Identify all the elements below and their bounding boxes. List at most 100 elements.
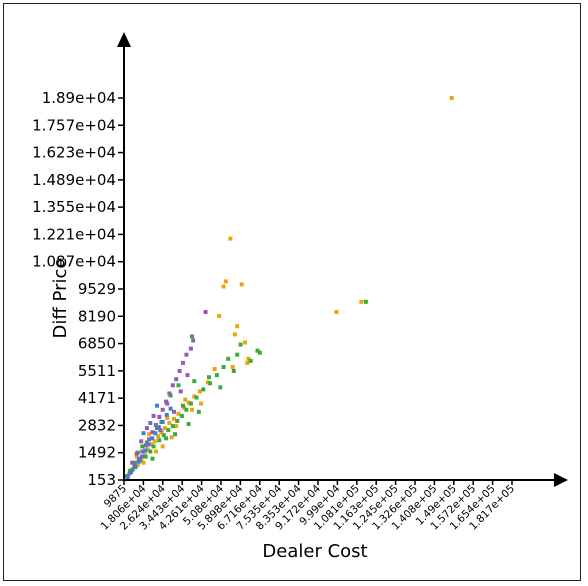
y-tick-label: 2832: [78, 416, 116, 434]
data-point-green-11: [175, 419, 180, 423]
points-layer: [124, 96, 454, 479]
data-point-purple-19: [144, 426, 149, 431]
data-point-green-24: [248, 358, 253, 363]
data-point-orange-7: [152, 439, 157, 444]
data-point-orange-12: [172, 416, 176, 421]
data-point-green-41: [196, 409, 201, 414]
data-point-orange-8: [156, 434, 161, 439]
data-point-green-19: [221, 365, 226, 369]
data-point-green-9: [166, 428, 171, 433]
data-point-orange-36: [174, 424, 179, 429]
data-point-green-45: [218, 385, 223, 390]
data-point-purple-5: [147, 437, 152, 442]
data-point-blue-7: [150, 436, 155, 441]
data-point-green-20: [226, 356, 231, 361]
data-point-purple-6: [150, 430, 155, 435]
data-point-purple-4: [143, 443, 148, 448]
data-point-green-42: [186, 422, 191, 426]
data-point-green-30: [164, 436, 169, 441]
data-point-green-18: [214, 373, 219, 378]
data-point-orange-28: [243, 340, 248, 345]
data-point-green-5: [148, 449, 153, 454]
data-point-orange-21: [221, 284, 226, 289]
y-tick-label: 1.89e+04: [42, 89, 116, 107]
data-point-green-27: [190, 334, 194, 339]
data-point-blue-15: [141, 431, 146, 436]
data-point-orange-19: [212, 367, 217, 371]
data-point-orange-16: [192, 394, 197, 399]
data-point-green-13: [184, 407, 189, 412]
y-tick-label: 1.623e+04: [32, 144, 116, 162]
data-point-orange-23: [228, 236, 233, 241]
data-point-purple-13: [174, 377, 179, 382]
data-point-green-12: [179, 413, 184, 418]
data-point-orange-25: [232, 332, 237, 337]
data-point-green-26: [257, 350, 262, 355]
data-point-blue-6: [146, 442, 151, 447]
data-point-green-33: [140, 444, 145, 449]
y-tick-label: 4171: [78, 389, 116, 407]
data-point-orange-30: [246, 356, 251, 361]
data-point-green-46: [363, 299, 368, 304]
y-axis-arrow: [117, 32, 131, 47]
data-point-orange-18: [205, 380, 210, 385]
y-tick-label: 1.757e+04: [32, 116, 116, 134]
data-point-orange-39: [169, 435, 174, 440]
data-point-blue-9: [156, 425, 161, 430]
y-tick-label: 9529: [78, 280, 116, 298]
data-point-purple-14: [177, 369, 182, 373]
y-tick-label: 1.489e+04: [32, 171, 116, 189]
y-tick-label: 6850: [78, 335, 116, 353]
data-point-blue-1: [129, 469, 134, 474]
data-point-green-15: [194, 395, 199, 400]
data-point-blue-10: [160, 420, 165, 424]
data-point-blue-3: [136, 459, 141, 464]
data-point-green-4: [143, 454, 148, 459]
data-point-purple-21: [158, 428, 163, 433]
data-point-orange-41: [141, 460, 146, 465]
data-point-orange-31: [334, 310, 339, 314]
data-point-orange-17: [197, 389, 202, 394]
data-point-purple-29: [191, 338, 196, 343]
data-point-orange-38: [153, 449, 158, 454]
data-point-blue-14: [155, 403, 159, 408]
data-point-green-14: [188, 401, 193, 406]
data-point-purple-3: [140, 449, 145, 454]
data-point-blue-13: [148, 421, 153, 425]
x-axis-arrow: [554, 473, 568, 487]
data-point-orange-34: [147, 432, 152, 437]
data-point-green-35: [181, 403, 185, 408]
data-point-green-40: [207, 375, 211, 380]
y-tick-label: 1.221e+04: [32, 225, 116, 243]
y-tick-label: 1.087e+04: [32, 253, 116, 271]
data-point-green-32: [150, 456, 155, 461]
data-point-green-28: [176, 383, 181, 388]
data-point-orange-42: [190, 407, 194, 412]
data-point-purple-28: [185, 373, 190, 378]
data-point-orange-9: [159, 430, 164, 435]
data-point-purple-11: [167, 391, 172, 396]
data-point-green-17: [208, 381, 213, 386]
data-point-green-7: [157, 438, 162, 443]
data-point-purple-7: [153, 423, 158, 427]
data-point-blue-5: [143, 448, 148, 453]
data-point-purple-9: [160, 407, 165, 412]
data-point-purple-24: [134, 451, 139, 456]
chart-frame: [3, 3, 581, 581]
data-point-orange-20: [217, 314, 222, 318]
y-tick-label: 1492: [78, 444, 116, 462]
data-point-purple-2: [137, 456, 141, 461]
data-point-green-16: [201, 387, 206, 392]
data-point-orange-13: [176, 411, 181, 416]
axes-layer: [117, 32, 568, 487]
data-point-orange-2: [135, 462, 140, 467]
y-axis-label: Diff Price: [50, 258, 71, 339]
data-point-orange-5: [146, 447, 150, 452]
data-point-blue-11: [164, 412, 169, 417]
data-point-orange-6: [149, 442, 154, 447]
data-point-green-10: [170, 424, 175, 429]
data-point-blue-12: [168, 406, 173, 411]
x-axis-label: Dealer Cost: [262, 541, 367, 562]
data-point-orange-22: [223, 279, 228, 284]
